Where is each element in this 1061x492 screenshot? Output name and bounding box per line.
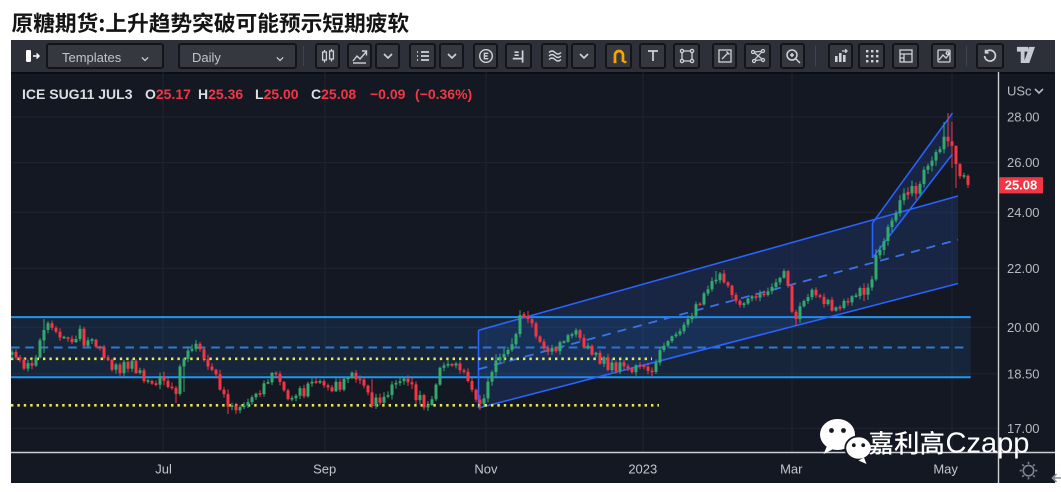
svg-text:(−0.36%): (−0.36%) — [415, 86, 472, 102]
svg-text:May: May — [933, 462, 958, 477]
svg-text:26.00: 26.00 — [1007, 155, 1040, 170]
svg-text:−0.09: −0.09 — [370, 86, 406, 102]
svg-text:25.08: 25.08 — [1005, 178, 1038, 193]
svg-text:H25.36: H25.36 — [198, 86, 243, 102]
svg-text:28.00: 28.00 — [1007, 110, 1040, 125]
svg-text:20.00: 20.00 — [1007, 320, 1040, 335]
svg-text:Mar: Mar — [780, 462, 803, 477]
svg-text:18.50: 18.50 — [1007, 366, 1040, 381]
svg-text:Czapp: Czapp — [946, 428, 1030, 460]
svg-text:ICE SUG11 JUL3: ICE SUG11 JUL3 — [22, 86, 133, 102]
svg-text:Jul: Jul — [155, 462, 172, 477]
svg-text:2023: 2023 — [628, 462, 657, 477]
svg-text:Sep: Sep — [313, 462, 336, 477]
svg-text:17.00: 17.00 — [1007, 421, 1040, 436]
svg-text:USc: USc — [1007, 84, 1032, 99]
svg-text:L25.00: L25.00 — [255, 86, 299, 102]
svg-text:C25.08: C25.08 — [311, 86, 356, 102]
svg-text:Nov: Nov — [474, 462, 498, 477]
svg-text:22.00: 22.00 — [1007, 261, 1040, 276]
svg-text:24.00: 24.00 — [1007, 205, 1040, 220]
svg-text:O25.17: O25.17 — [145, 86, 191, 102]
